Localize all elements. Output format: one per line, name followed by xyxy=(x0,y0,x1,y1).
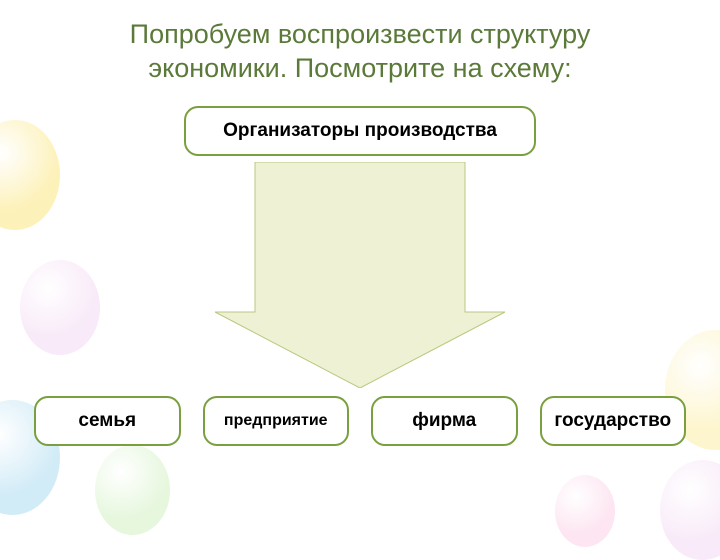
bottom-box: государство xyxy=(540,396,687,446)
bottom-row: семья предприятие фирма государство xyxy=(0,396,720,446)
bottom-box: предприятие xyxy=(203,396,350,446)
top-box-label: Организаторы производства xyxy=(223,120,497,142)
arrow-svg xyxy=(215,162,505,388)
bottom-box-label: предприятие xyxy=(224,412,328,430)
bottom-box-label: фирма xyxy=(412,410,476,432)
slide-content: Попробуем воспроизвести структуру эконом… xyxy=(0,0,720,540)
top-box: Организаторы производства xyxy=(184,106,536,156)
bottom-box-label: государство xyxy=(554,410,671,432)
down-arrow xyxy=(215,162,505,393)
bottom-box: семья xyxy=(34,396,181,446)
title-line-2: экономики. Посмотрите на схему: xyxy=(148,53,571,83)
title-line-1: Попробуем воспроизвести структуру xyxy=(130,19,591,49)
bottom-box: фирма xyxy=(371,396,518,446)
bottom-box-label: семья xyxy=(78,410,136,432)
slide-title: Попробуем воспроизвести структуру эконом… xyxy=(0,18,720,86)
